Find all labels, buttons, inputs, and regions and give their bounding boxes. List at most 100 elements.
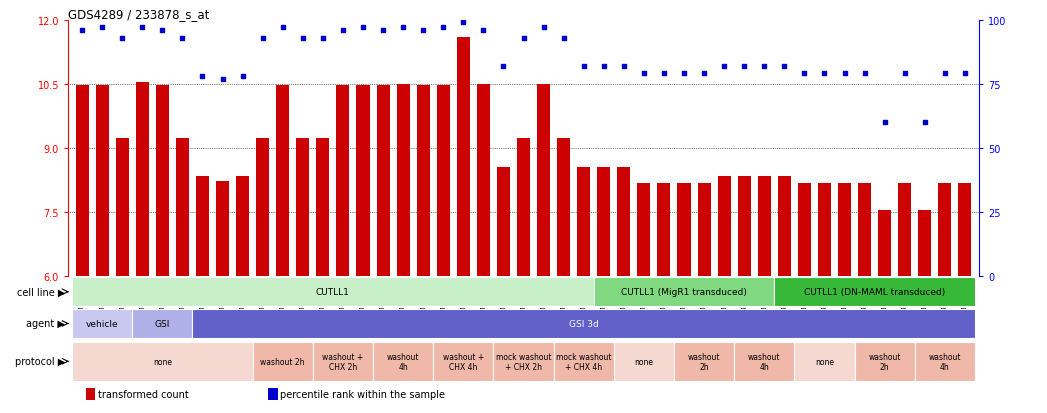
Bar xyxy=(86,388,95,400)
Point xyxy=(816,71,832,78)
Bar xyxy=(257,139,269,276)
Point xyxy=(215,76,231,83)
Bar xyxy=(95,85,109,276)
Bar xyxy=(775,278,975,306)
Point xyxy=(455,20,472,26)
Bar xyxy=(818,183,831,276)
Bar xyxy=(316,139,330,276)
Text: washout
4h: washout 4h xyxy=(929,352,961,371)
Bar xyxy=(296,139,309,276)
Point xyxy=(596,63,612,70)
Bar xyxy=(497,168,510,276)
Point xyxy=(154,28,171,34)
Bar xyxy=(554,342,614,381)
Point xyxy=(235,74,251,80)
Text: mock washout
+ CHX 2h: mock washout + CHX 2h xyxy=(495,352,552,371)
Point xyxy=(355,25,372,32)
Point xyxy=(856,71,873,78)
Point xyxy=(756,63,773,70)
Point xyxy=(796,71,812,78)
Point xyxy=(114,35,131,42)
Point xyxy=(73,28,90,34)
Point xyxy=(375,28,392,34)
Point xyxy=(395,25,411,32)
Bar xyxy=(397,85,409,276)
Text: percentile rank within the sample: percentile rank within the sample xyxy=(281,389,445,399)
Text: CUTLL1 (MigR1 transduced): CUTLL1 (MigR1 transduced) xyxy=(621,287,747,297)
Point xyxy=(335,28,352,34)
Point xyxy=(254,35,271,42)
Point xyxy=(495,63,512,70)
Text: none: none xyxy=(153,357,172,366)
Point xyxy=(776,63,793,70)
Bar xyxy=(658,183,670,276)
Bar xyxy=(156,85,169,276)
Bar xyxy=(456,38,470,276)
Point xyxy=(575,63,592,70)
Text: agent ▶: agent ▶ xyxy=(26,319,65,329)
Point xyxy=(314,35,331,42)
Bar xyxy=(377,86,389,276)
Text: protocol ▶: protocol ▶ xyxy=(15,356,65,366)
Bar xyxy=(476,85,490,276)
Bar xyxy=(75,86,89,276)
Bar xyxy=(878,210,891,276)
Point xyxy=(475,28,492,34)
Text: none: none xyxy=(815,357,834,366)
Text: washout
4h: washout 4h xyxy=(387,352,420,371)
Text: none: none xyxy=(634,357,653,366)
Point xyxy=(916,120,933,126)
Bar xyxy=(597,168,610,276)
Point xyxy=(294,35,311,42)
Point xyxy=(515,35,532,42)
Point xyxy=(896,71,913,78)
Bar xyxy=(116,139,129,276)
Bar xyxy=(674,342,734,381)
Bar xyxy=(537,85,550,276)
Bar xyxy=(958,183,972,276)
Point xyxy=(695,71,712,78)
Bar xyxy=(252,342,313,381)
Bar xyxy=(417,85,429,276)
Bar xyxy=(236,176,249,276)
Bar xyxy=(313,342,373,381)
Bar xyxy=(577,168,591,276)
Bar xyxy=(778,176,790,276)
Bar xyxy=(614,342,674,381)
Bar xyxy=(132,309,193,338)
Bar xyxy=(618,168,630,276)
Text: GDS4289 / 233878_s_at: GDS4289 / 233878_s_at xyxy=(68,8,209,21)
Bar xyxy=(677,183,691,276)
Bar xyxy=(638,183,650,276)
Bar xyxy=(437,85,450,276)
Point xyxy=(435,25,451,32)
Point xyxy=(655,71,672,78)
Bar xyxy=(854,342,915,381)
Bar xyxy=(918,210,931,276)
Point xyxy=(535,25,552,32)
Bar xyxy=(373,342,433,381)
Text: vehicle: vehicle xyxy=(86,319,118,328)
Bar xyxy=(136,83,149,276)
Bar xyxy=(898,183,911,276)
Text: washout
2h: washout 2h xyxy=(688,352,720,371)
Bar xyxy=(356,86,370,276)
Point xyxy=(936,71,953,78)
Bar xyxy=(795,342,854,381)
Bar xyxy=(176,139,188,276)
Bar xyxy=(268,388,277,400)
Text: CUTLL1: CUTLL1 xyxy=(316,287,350,297)
Bar xyxy=(557,139,571,276)
Bar xyxy=(433,342,493,381)
Text: washout +
CHX 2h: washout + CHX 2h xyxy=(322,352,363,371)
Bar xyxy=(216,182,229,276)
Text: washout +
CHX 4h: washout + CHX 4h xyxy=(443,352,484,371)
Bar xyxy=(72,309,132,338)
Point xyxy=(274,25,291,32)
Bar xyxy=(336,86,350,276)
Text: GSI: GSI xyxy=(155,319,170,328)
Point xyxy=(134,25,151,32)
Text: GSI 3d: GSI 3d xyxy=(569,319,599,328)
Bar xyxy=(915,342,975,381)
Point xyxy=(957,71,974,78)
